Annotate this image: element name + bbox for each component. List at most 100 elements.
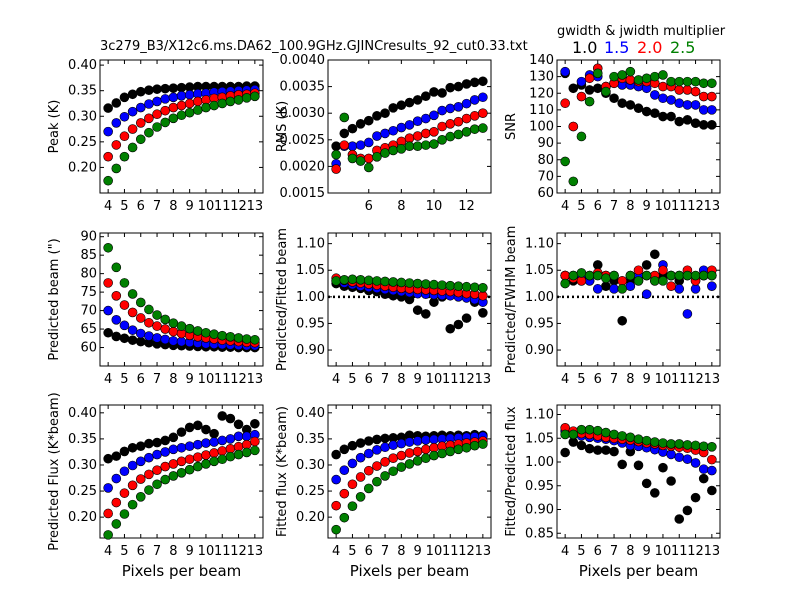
y-tick-label: 1.05 (525, 263, 554, 278)
x-tick-label: 12 (458, 199, 475, 214)
data-point-2.5 (674, 76, 685, 87)
data-point-1.0 (380, 108, 390, 118)
x-tick-label: 8 (169, 544, 177, 559)
y-tick-label: 140 (529, 53, 554, 68)
data-point-1.5 (152, 449, 162, 460)
data-point-1.5 (641, 289, 652, 299)
legend-entry-1: 1.0 (572, 38, 597, 57)
data-point-1.0 (641, 106, 652, 117)
data-point-1.0 (119, 446, 130, 457)
data-point-2.5 (135, 134, 146, 145)
data-point-1.5 (184, 89, 195, 100)
data-point-1.0 (609, 93, 619, 104)
data-point-1.5 (233, 431, 244, 442)
data-point-1.5 (698, 464, 709, 474)
x-tick-label: 11 (214, 372, 231, 387)
y-tick-label: 1.00 (296, 290, 325, 305)
data-point-1.0 (168, 432, 179, 443)
data-point-1.5 (111, 118, 122, 128)
data-point-2.0 (217, 446, 228, 456)
data-point-1.5 (698, 105, 709, 115)
data-point-1.0 (209, 428, 219, 439)
x-tick-label: 4 (561, 372, 569, 387)
data-point-2.0 (250, 436, 260, 447)
data-point-2.5 (380, 471, 390, 481)
data-point-1.0 (127, 442, 138, 453)
data-point-2.0 (160, 105, 170, 116)
data-point-2.0 (478, 290, 488, 301)
data-point-2.5 (609, 270, 619, 281)
data-point-2.5 (209, 329, 219, 340)
data-point-2.0 (111, 140, 122, 150)
data-point-2.5 (347, 501, 358, 511)
data-point-2.5 (355, 491, 366, 502)
x-tick-label: 11 (671, 372, 688, 387)
data-point-2.0 (347, 479, 358, 490)
data-point-1.5 (461, 98, 472, 109)
data-point-2.5 (160, 117, 170, 128)
data-point-1.5 (127, 460, 138, 471)
data-point-1.0 (641, 260, 652, 270)
data-point-2.0 (144, 469, 154, 480)
data-point-2.0 (135, 313, 146, 323)
x-tick-label: 6 (594, 372, 602, 387)
data-point-1.0 (649, 249, 660, 260)
data-point-2.5 (225, 332, 236, 342)
data-point-2.5 (478, 123, 488, 133)
data-point-2.5 (584, 424, 595, 435)
data-point-2.5 (412, 278, 423, 289)
data-point-1.5 (380, 128, 390, 139)
y-tick-label: 120 (529, 86, 554, 101)
data-point-1.5 (160, 94, 170, 104)
data-point-2.5 (380, 276, 390, 287)
data-point-1.5 (560, 66, 570, 77)
data-point-2.5 (649, 276, 660, 286)
data-point-1.5 (690, 100, 701, 110)
data-point-1.0 (666, 476, 676, 486)
x-axis-label: Pixels per beam (579, 562, 699, 580)
axes-frame (327, 232, 492, 367)
panel-8: 0.20 0.25 0.30 0.35 0.40 4 5 6 7 8 9 10 11 12 13 Fitted… (275, 404, 492, 580)
data-point-2.0 (707, 454, 717, 465)
y-tick-label: 0.40 (68, 406, 97, 421)
data-point-1.5 (127, 325, 138, 335)
data-point-2.0 (625, 75, 636, 85)
y-tick-label: 1.10 (525, 408, 554, 423)
data-point-1.0 (160, 435, 170, 446)
data-point-1.0 (217, 411, 228, 421)
data-point-1.5 (103, 126, 113, 137)
data-point-2.5 (168, 471, 179, 481)
data-point-2.5 (707, 270, 717, 281)
data-point-2.5 (698, 78, 709, 89)
x-tick-label: 12 (458, 372, 475, 387)
data-point-2.5 (209, 100, 219, 111)
data-point-2.5 (641, 270, 652, 281)
data-point-1.5 (707, 105, 717, 115)
data-point-1.5 (119, 466, 130, 477)
y-tick-label: 0.95 (525, 316, 554, 331)
data-point-1.0 (625, 100, 636, 110)
data-point-2.5 (184, 464, 195, 475)
data-point-2.5 (241, 93, 252, 103)
data-point-1.5 (682, 309, 693, 319)
data-point-2.0 (461, 113, 472, 124)
panel-4: 60 65 70 75 80 85 90 4 5 6 7 8 9 10 11 12 13 Predicted be… (47, 230, 264, 387)
data-point-2.5 (168, 318, 179, 328)
x-tick-label: 8 (626, 544, 634, 559)
axes-frame (556, 232, 721, 367)
data-point-2.5 (250, 334, 260, 345)
x-tick-label: 9 (643, 544, 651, 559)
data-point-2.5 (412, 456, 423, 466)
y-tick-label: 0.0015 (280, 186, 326, 201)
data-point-1.5 (404, 437, 415, 447)
y-axis-label: Predicted Flux (K*beam) (47, 392, 62, 550)
data-point-1.0 (152, 437, 162, 448)
data-point-2.5 (478, 282, 488, 293)
x-tick-label: 11 (442, 372, 459, 387)
data-point-1.0 (584, 443, 595, 454)
data-point-2.5 (347, 153, 358, 164)
data-point-1.0 (127, 335, 138, 345)
data-point-2.5 (690, 440, 701, 451)
data-point-2.5 (372, 276, 382, 286)
data-point-1.5 (478, 92, 488, 103)
